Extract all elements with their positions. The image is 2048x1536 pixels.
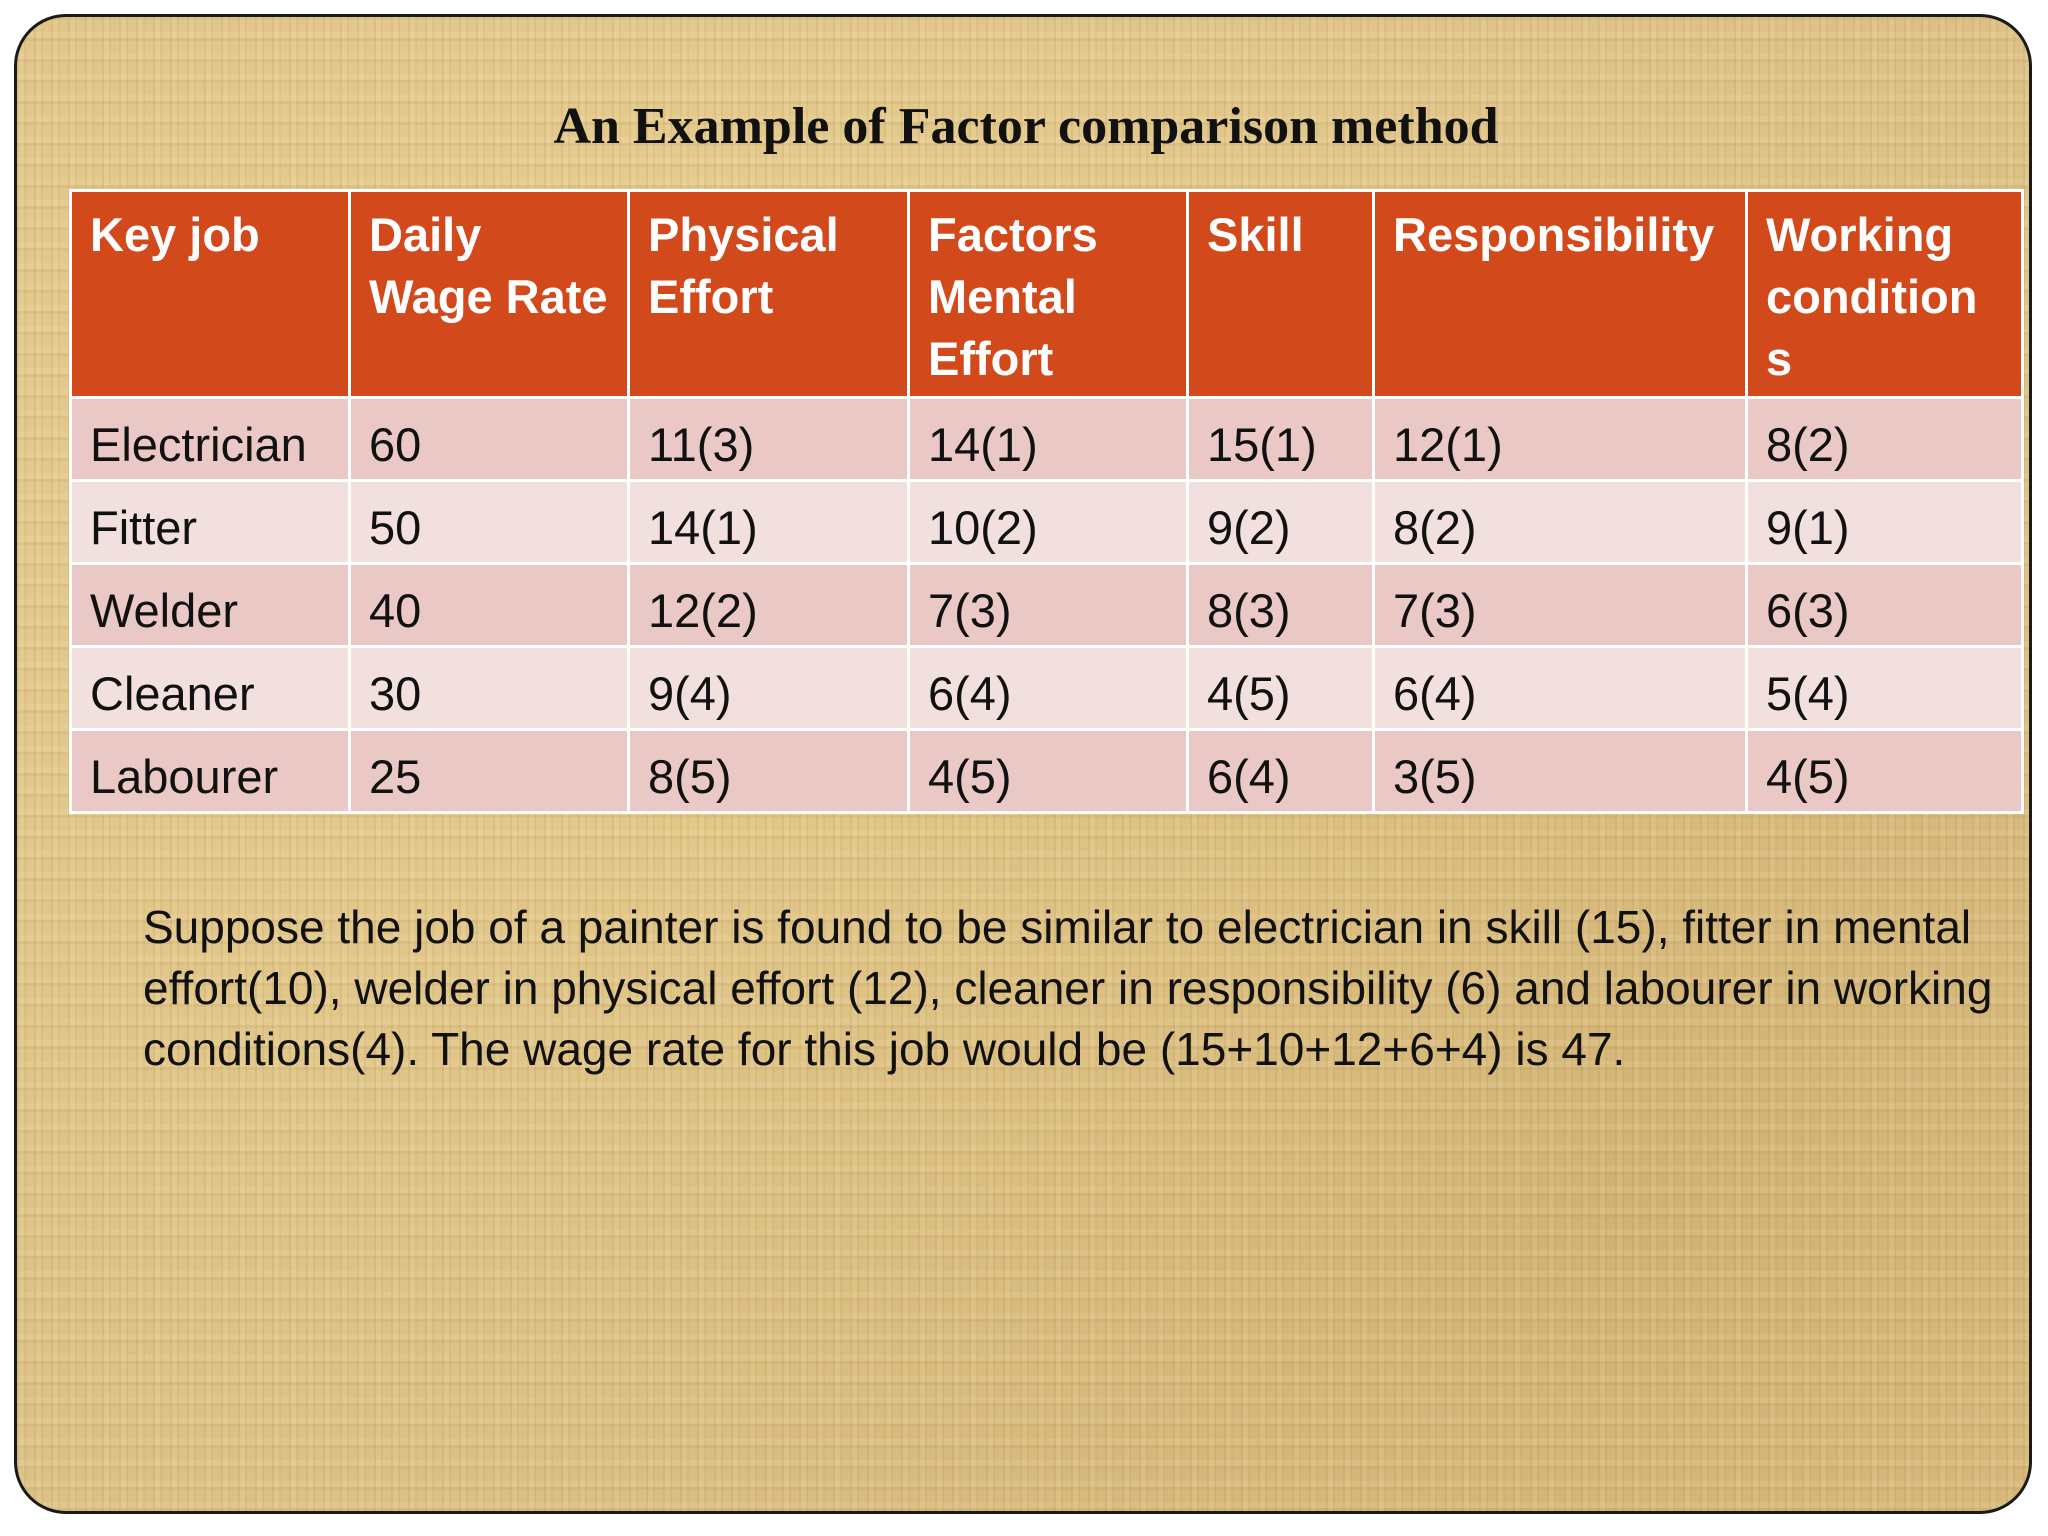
cell-mental-effort: 4(5)	[907, 728, 1189, 814]
cell-skill: 4(5)	[1186, 645, 1375, 731]
header-responsibility: Responsibility	[1372, 189, 1748, 399]
cell-skill: 15(1)	[1186, 396, 1375, 482]
cell-responsibility: 12(1)	[1372, 396, 1748, 482]
cell-mental-effort: 7(3)	[907, 562, 1189, 648]
cell-key-job: Labourer	[69, 728, 351, 814]
cell-physical-effort: 14(1)	[627, 479, 910, 565]
cell-physical-effort: 9(4)	[627, 645, 910, 731]
cell-working-conditions: 8(2)	[1745, 396, 2024, 482]
cell-responsibility: 6(4)	[1372, 645, 1748, 731]
cell-working-conditions: 5(4)	[1745, 645, 2024, 731]
cell-physical-effort: 11(3)	[627, 396, 910, 482]
slide-title: An Example of Factor comparison method	[553, 98, 1499, 155]
table-row: Electrician 60 11(3) 14(1) 15(1) 12(1) 8…	[69, 396, 2024, 482]
cell-wage-rate: 60	[348, 396, 630, 482]
header-mental-effort: Factors Mental Effort	[907, 189, 1189, 399]
cell-key-job: Electrician	[69, 396, 351, 482]
table-header-row: Key job Daily Wage Rate Physical Effort …	[69, 189, 2024, 399]
cell-working-conditions: 6(3)	[1745, 562, 2024, 648]
cell-working-conditions: 9(1)	[1745, 479, 2024, 565]
cell-mental-effort: 10(2)	[907, 479, 1189, 565]
table-row: Labourer 25 8(5) 4(5) 6(4) 3(5) 4(5)	[69, 728, 2024, 814]
cell-physical-effort: 8(5)	[627, 728, 910, 814]
cell-key-job: Welder	[69, 562, 351, 648]
table-row: Welder 40 12(2) 7(3) 8(3) 7(3) 6(3)	[69, 562, 2024, 648]
header-skill: Skill	[1186, 189, 1375, 399]
cell-skill: 8(3)	[1186, 562, 1375, 648]
cell-responsibility: 7(3)	[1372, 562, 1748, 648]
cell-working-conditions: 4(5)	[1745, 728, 2024, 814]
cell-physical-effort: 12(2)	[627, 562, 910, 648]
example-explanation: Suppose the job of a painter is found to…	[143, 901, 1993, 1075]
cell-responsibility: 3(5)	[1372, 728, 1748, 814]
cell-wage-rate: 50	[348, 479, 630, 565]
cell-responsibility: 8(2)	[1372, 479, 1748, 565]
header-working-conditions: Working conditions	[1745, 189, 2024, 399]
cell-wage-rate: 25	[348, 728, 630, 814]
cell-mental-effort: 14(1)	[907, 396, 1189, 482]
header-physical-effort: Physical Effort	[627, 189, 910, 399]
header-daily-wage-rate: Daily Wage Rate	[348, 189, 630, 399]
header-key-job: Key job	[69, 189, 351, 399]
factor-comparison-table: Key job Daily Wage Rate Physical Effort …	[69, 189, 2024, 814]
cell-wage-rate: 30	[348, 645, 630, 731]
cell-mental-effort: 6(4)	[907, 645, 1189, 731]
slide: An Example of Factor comparison method K…	[14, 14, 2032, 1514]
table-row: Cleaner 30 9(4) 6(4) 4(5) 6(4) 5(4)	[69, 645, 2024, 731]
table-row: Fitter 50 14(1) 10(2) 9(2) 8(2) 9(1)	[69, 479, 2024, 565]
cell-skill: 9(2)	[1186, 479, 1375, 565]
cell-skill: 6(4)	[1186, 728, 1375, 814]
cell-key-job: Fitter	[69, 479, 351, 565]
cell-key-job: Cleaner	[69, 645, 351, 731]
cell-wage-rate: 40	[348, 562, 630, 648]
